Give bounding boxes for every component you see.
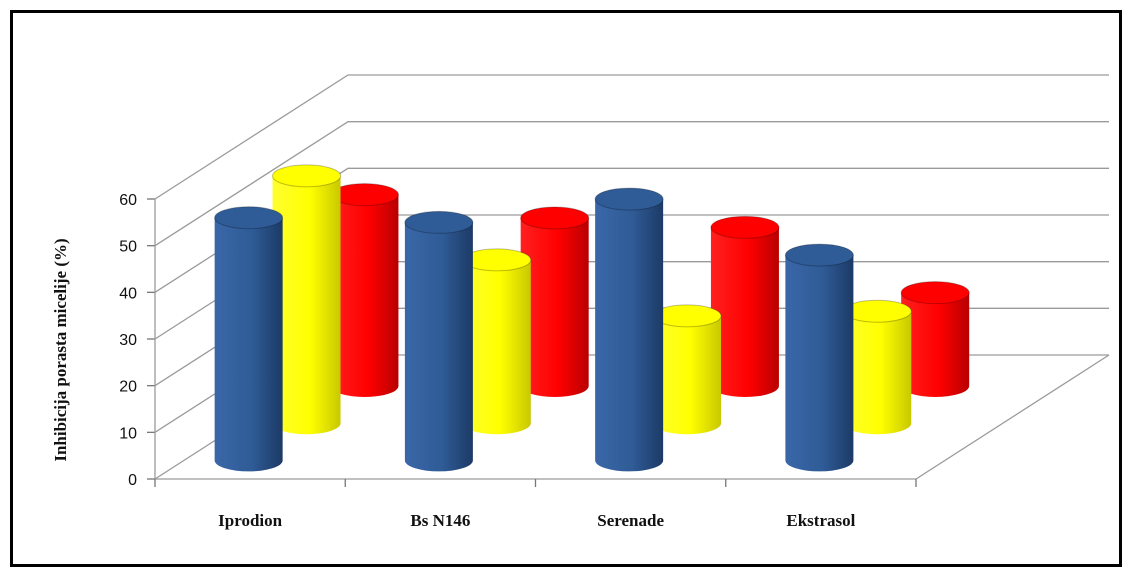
cylinder-bar-chart: 0 10 20 30 40 50 60 Iprodion Bs N146 Serenade Ekst… xyxy=(51,74,1110,530)
category-label: Bs N146 xyxy=(410,511,470,530)
category-label: Ekstrasol xyxy=(786,511,855,530)
cylinder-body xyxy=(901,292,970,397)
cylinder-top xyxy=(272,164,342,188)
cylinder-bar xyxy=(462,248,532,435)
cylinder-body xyxy=(272,175,341,435)
category-label: Iprodion xyxy=(218,511,282,530)
cylinder-body xyxy=(595,199,664,472)
cylinder-bar xyxy=(272,164,342,435)
cylinder-body xyxy=(520,218,589,397)
cylinder-bar xyxy=(329,183,399,397)
cylinder-body xyxy=(404,222,473,472)
cylinder-top xyxy=(214,206,284,230)
gridline xyxy=(154,74,1109,200)
chart-frame: 0 10 20 30 40 50 60 Iprodion Bs N146 Serenade Ekst… xyxy=(10,10,1122,567)
cylinder-top xyxy=(329,183,399,207)
cylinder-top xyxy=(842,299,912,323)
y-axis-title: Inhibicija porasta micelije (%) xyxy=(51,238,70,461)
cylinder-body xyxy=(462,259,531,435)
axes: 0 10 20 30 40 50 60 Iprodion Bs N146 Serenade Ekst… xyxy=(119,192,917,530)
cylinder-body xyxy=(653,315,722,435)
gridline xyxy=(154,121,1109,247)
cylinder-bar xyxy=(842,299,912,435)
cylinder-top xyxy=(900,281,970,305)
cylinder-bar xyxy=(784,243,854,472)
cylinder-bar xyxy=(594,187,664,472)
y-tick-label: 30 xyxy=(119,332,137,349)
y-tick-label: 60 xyxy=(119,192,137,209)
cylinder-body xyxy=(785,255,854,472)
cylinder-bar xyxy=(710,215,780,397)
cylinder-top xyxy=(784,243,854,267)
bars xyxy=(214,164,970,472)
cylinder-top xyxy=(710,215,780,239)
cylinder-bar xyxy=(520,206,590,397)
cylinder-top xyxy=(652,304,722,328)
cylinder-bar xyxy=(652,304,722,435)
cylinder-top xyxy=(520,206,590,230)
cylinder-top xyxy=(404,210,474,234)
cylinder-top xyxy=(594,187,664,211)
cylinder-body xyxy=(843,311,912,435)
cylinder-bar xyxy=(214,206,284,472)
y-tick-label: 40 xyxy=(119,285,137,302)
cylinder-bar xyxy=(404,210,474,472)
cylinder-body xyxy=(710,227,779,397)
cylinder-body xyxy=(214,217,283,472)
category-label: Serenade xyxy=(597,511,664,530)
y-tick-label: 20 xyxy=(119,379,137,396)
cylinder-body xyxy=(330,194,399,397)
cylinder-bar xyxy=(900,281,970,397)
y-tick-label: 0 xyxy=(128,472,137,489)
cylinder-top xyxy=(462,248,532,272)
y-tick-label: 50 xyxy=(119,239,137,256)
y-tick-label: 10 xyxy=(119,425,137,442)
